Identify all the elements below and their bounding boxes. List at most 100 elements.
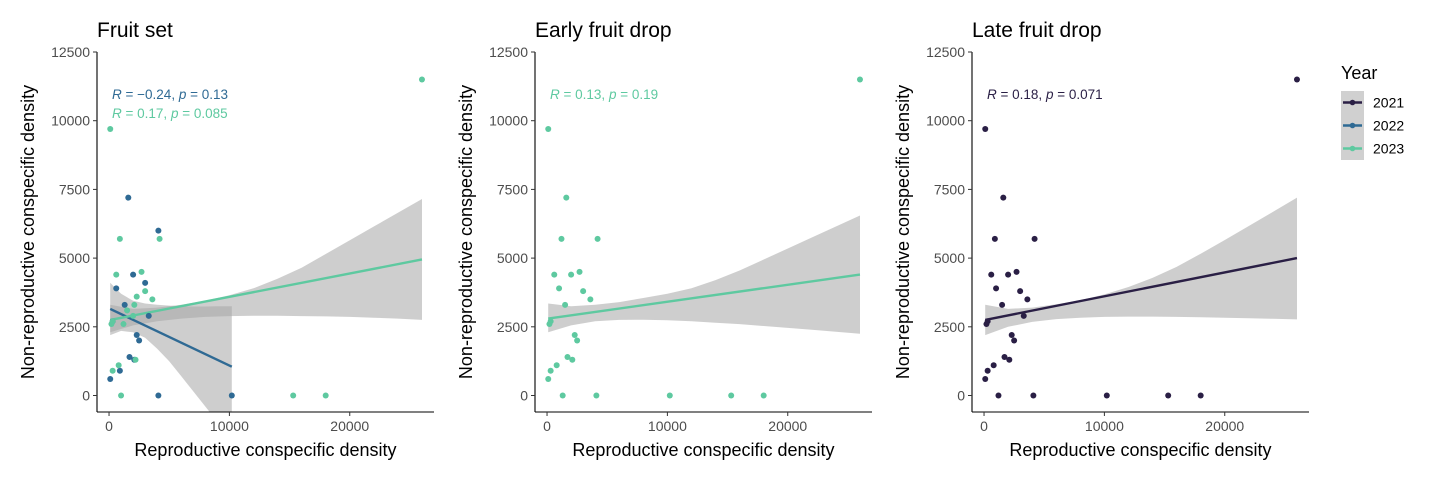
data-point-2021 (1030, 392, 1037, 399)
data-point-2021 (1197, 392, 1204, 399)
x-tick-label: 10000 (648, 418, 687, 434)
data-point-2022 (142, 279, 149, 286)
data-point-2023 (115, 362, 122, 369)
y-tick-label: 5000 (934, 250, 965, 266)
r-symbol: R (987, 87, 997, 102)
data-point-2023 (120, 321, 127, 328)
data-point-2023 (156, 235, 163, 242)
data-point-2021 (982, 125, 989, 132)
equals-sign: = (616, 87, 631, 102)
r-value: 0.18 (1012, 87, 1038, 102)
panel-1: Fruit set 0 10000 20000 0 2500 5000 7500 10000 12… (18, 19, 434, 460)
regression-line-2021 (985, 256, 1298, 322)
data-point-2022 (113, 285, 120, 292)
data-point-2023 (558, 235, 565, 242)
data-point-2023 (142, 288, 149, 295)
data-point-2023 (563, 194, 570, 201)
x-axis-title: Reproductive conspecific density (572, 440, 834, 460)
y-tick-label: 0 (82, 388, 90, 404)
p-symbol: p (170, 106, 179, 121)
data-point-2022 (155, 227, 162, 234)
data-point-2023 (545, 125, 552, 132)
confidence-band-2023 (548, 215, 860, 334)
legend-keys: 2021 2022 2023 (1341, 91, 1404, 160)
data-point-2023 (574, 337, 581, 344)
data-point-2022 (121, 301, 128, 308)
data-point-2023 (109, 367, 116, 374)
r-symbol: R (550, 87, 560, 102)
data-point-2021 (1006, 356, 1013, 363)
y-tick-label: 2500 (497, 319, 528, 335)
separator: , (171, 87, 179, 102)
data-point-2023 (418, 76, 425, 83)
y-tick-label: 12500 (489, 44, 528, 60)
data-point-2023 (132, 356, 139, 363)
data-point-2022 (107, 376, 114, 383)
data-point-2021 (1005, 271, 1012, 278)
correlation-annotation-2023: R = 0.17, p = 0.085 (112, 106, 228, 121)
x-tick-label: 20000 (330, 418, 369, 434)
data-point-2023 (728, 392, 735, 399)
data-point-2023 (564, 354, 571, 361)
panels: Fruit set 0 10000 20000 0 2500 5000 7500 10000 12… (18, 19, 1309, 460)
data-point-2021 (1020, 312, 1027, 319)
regression-line-2023 (548, 273, 861, 320)
separator: , (601, 87, 609, 102)
confidence-bands (110, 199, 422, 412)
confidence-band-2023 (110, 199, 422, 333)
data-point-2023 (562, 301, 569, 308)
equals-sign: = (186, 87, 201, 102)
data-point-2023 (138, 268, 145, 275)
panel-title: Early fruit drop (535, 19, 672, 42)
data-point-2023 (556, 285, 563, 292)
y-tick-label: 5000 (59, 250, 90, 266)
r-symbol: R (112, 106, 122, 121)
data-point-2023 (580, 288, 587, 295)
correlation-annotation-2022: R = −0.24, p = 0.13 (112, 87, 228, 102)
data-point-2021 (1013, 268, 1020, 275)
data-point-2023 (571, 332, 578, 339)
p-value: 0.19 (632, 87, 658, 102)
data-point-2021 (995, 392, 1002, 399)
legend-title: Year (1341, 63, 1377, 83)
data-point-2021 (1103, 392, 1110, 399)
data-point-2023 (109, 318, 116, 325)
data-point-2023 (856, 76, 863, 83)
y-axis-title: Non-reproductive conspecific density (456, 85, 476, 379)
p-value: 0.071 (1069, 87, 1103, 102)
data-point-2023 (593, 392, 600, 399)
x-tick-label: 0 (543, 418, 551, 434)
data-point-2022 (116, 367, 123, 374)
data-point-2021 (993, 285, 1000, 292)
r-symbol: R (112, 87, 122, 102)
data-point-2023 (107, 125, 114, 132)
data-point-2021 (1000, 194, 1007, 201)
data-point-2021 (1001, 354, 1008, 361)
data-point-2021 (1011, 337, 1018, 344)
y-tick-label: 10000 (926, 113, 965, 129)
equals-sign: = (1053, 87, 1068, 102)
legend-key-point (1349, 99, 1356, 106)
equals-sign: = (122, 87, 137, 102)
data-point-2023 (149, 296, 156, 303)
data-point-2023 (559, 392, 566, 399)
p-symbol: p (608, 87, 617, 102)
data-point-2023 (322, 392, 329, 399)
data-point-2022 (145, 312, 152, 319)
legend-label: 2023 (1373, 141, 1404, 157)
data-point-2021 (984, 367, 991, 374)
panel-3: Late fruit drop 0 10000 20000 0 2500 5000 7500 1… (893, 19, 1309, 460)
data-point-2021 (982, 376, 989, 383)
data-point-2023 (290, 392, 297, 399)
y-tick-label: 2500 (59, 319, 90, 335)
data-point-2022 (155, 392, 162, 399)
data-point-2021 (1031, 235, 1038, 242)
panel-title: Fruit set (97, 19, 173, 42)
equals-sign: = (122, 106, 137, 121)
r-value: −0.24 (137, 87, 172, 102)
x-axis-title: Reproductive conspecific density (134, 440, 396, 460)
p-symbol: p (178, 87, 187, 102)
data-point-2021 (999, 301, 1006, 308)
confidence-band-2021 (985, 197, 1297, 336)
data-point-2023 (594, 235, 601, 242)
